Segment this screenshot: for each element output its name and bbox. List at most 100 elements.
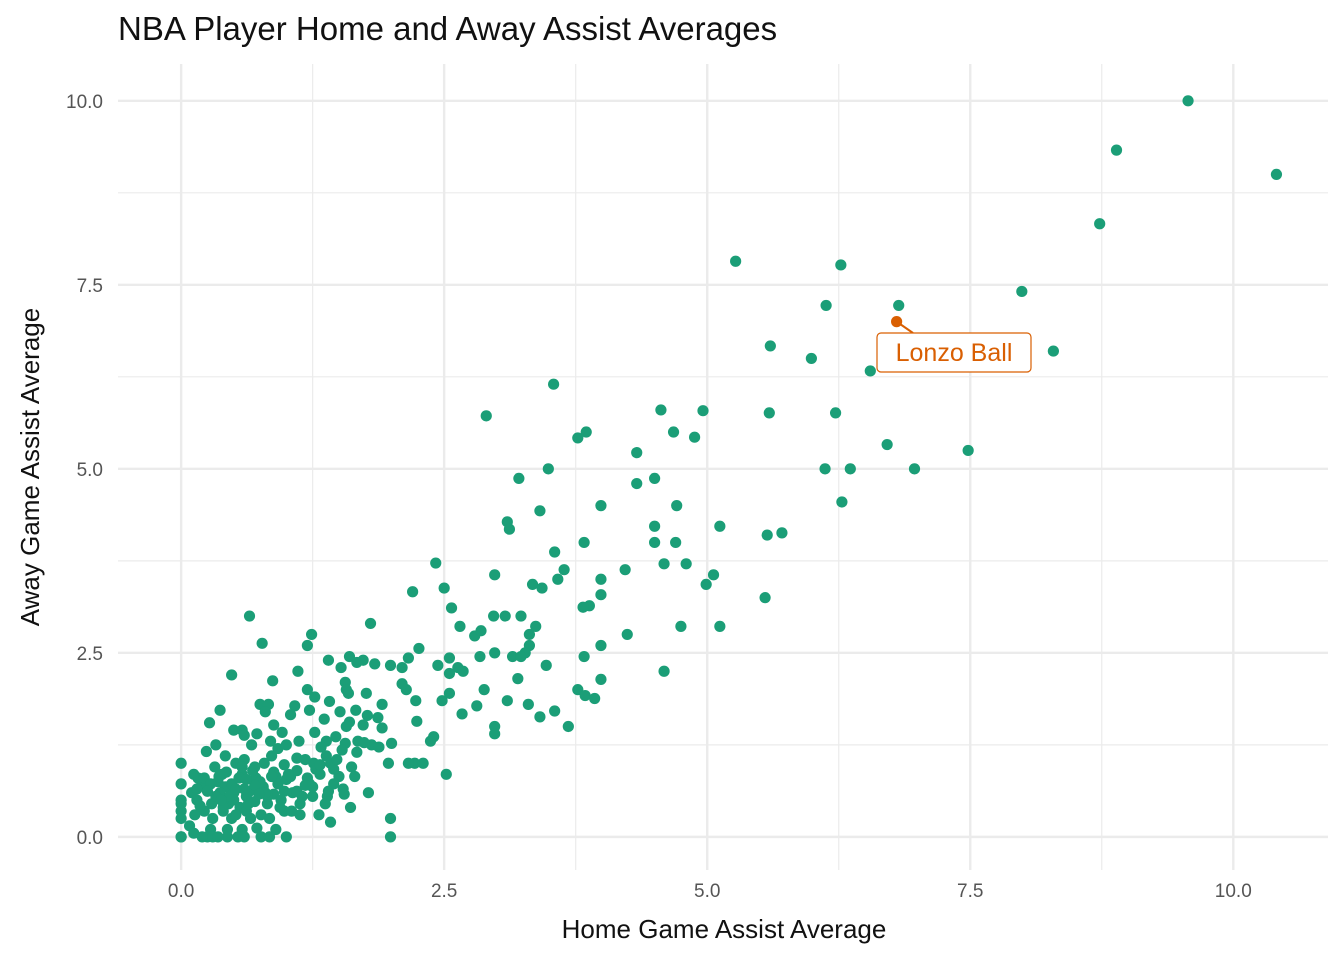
- data-point: [263, 831, 276, 843]
- data-point: [384, 812, 397, 825]
- data-point: [512, 673, 524, 685]
- data-point: [340, 720, 352, 733]
- data-point: [396, 661, 408, 674]
- data-point: [908, 463, 921, 475]
- grid: [118, 64, 1328, 870]
- data-point: [619, 564, 631, 576]
- data-point: [443, 667, 456, 680]
- data-point: [402, 652, 414, 664]
- data-point: [289, 700, 301, 712]
- data-point: [410, 695, 422, 707]
- data-point: [411, 715, 423, 727]
- data-point: [474, 650, 486, 663]
- data-point: [526, 578, 539, 591]
- data-point: [263, 812, 276, 825]
- data-point: [376, 722, 388, 734]
- data-point: [402, 757, 414, 769]
- data-point: [385, 737, 398, 749]
- data-point: [572, 432, 584, 444]
- data-point: [240, 773, 252, 786]
- data-point: [270, 823, 282, 836]
- data-point: [212, 831, 224, 843]
- data-point: [301, 684, 313, 696]
- data-point: [251, 822, 263, 834]
- data-point: [372, 712, 384, 724]
- data-point: [315, 741, 327, 753]
- data-point: [382, 757, 395, 769]
- x-tick-label: 2.5: [431, 881, 457, 902]
- data-point: [307, 790, 319, 802]
- data-point: [700, 578, 712, 591]
- data-point: [243, 610, 256, 622]
- data-point: [189, 809, 201, 821]
- data-point: [226, 669, 238, 681]
- data-point: [358, 737, 370, 749]
- data-point: [293, 735, 305, 747]
- data-point: [595, 589, 607, 601]
- data-point: [351, 746, 363, 758]
- x-tick-label: 5.0: [694, 881, 720, 902]
- data-point: [819, 463, 831, 475]
- data-point: [266, 770, 278, 783]
- data-point: [258, 757, 270, 769]
- data-point: [286, 805, 298, 817]
- data-point: [328, 763, 340, 775]
- data-point: [649, 472, 661, 485]
- x-tick-label: 7.5: [957, 881, 983, 902]
- data-point: [962, 444, 974, 457]
- data-point: [278, 785, 290, 797]
- data-point: [335, 661, 347, 674]
- y-tick-label: 10.0: [66, 92, 103, 113]
- data-point: [522, 698, 534, 710]
- data-point: [835, 259, 847, 271]
- data-point: [443, 687, 456, 699]
- data-point: [578, 536, 590, 549]
- data-point: [188, 827, 200, 839]
- data-point: [303, 704, 316, 716]
- data-point: [580, 426, 592, 438]
- data-point: [1182, 95, 1194, 107]
- data-point: [364, 617, 377, 630]
- x-tick-label: 0.0: [168, 881, 194, 902]
- data-point: [299, 753, 311, 766]
- data-point: [820, 299, 832, 312]
- data-point: [301, 639, 313, 652]
- data-point: [680, 558, 692, 570]
- data-point: [536, 582, 548, 594]
- data-point: [345, 761, 358, 773]
- data-point: [203, 717, 216, 729]
- data-point: [276, 726, 288, 738]
- data-point: [296, 790, 308, 802]
- data-point: [246, 739, 258, 751]
- data-point: [201, 785, 214, 797]
- tick-labels: 0.0 2.5 5.0 7.5 10.0 0.0 2.5 5.0 7.5 10.0: [66, 92, 1252, 902]
- data-point: [621, 628, 633, 641]
- data-point: [549, 546, 561, 558]
- data-point: [213, 770, 225, 783]
- data-point: [230, 783, 242, 795]
- data-point: [274, 801, 286, 814]
- data-point: [534, 711, 546, 723]
- data-point: [251, 728, 263, 740]
- data-point: [338, 788, 350, 800]
- data-point: [238, 729, 250, 741]
- data-point: [314, 759, 326, 771]
- data-point: [658, 665, 670, 677]
- data-point: [457, 665, 469, 677]
- data-point: [489, 569, 501, 581]
- data-point: [357, 719, 369, 731]
- data-point: [291, 752, 303, 764]
- data-point: [191, 783, 203, 795]
- data-point: [478, 684, 490, 696]
- data-point: [175, 812, 187, 825]
- data-point: [558, 564, 570, 576]
- data-point: [456, 708, 468, 720]
- data-point: [454, 620, 466, 632]
- data-point: [552, 573, 564, 585]
- data-point: [336, 744, 348, 756]
- data-point: [230, 809, 242, 821]
- data-point: [577, 601, 589, 613]
- data-point: [369, 658, 381, 670]
- data-point: [207, 812, 219, 825]
- data-point: [428, 731, 440, 743]
